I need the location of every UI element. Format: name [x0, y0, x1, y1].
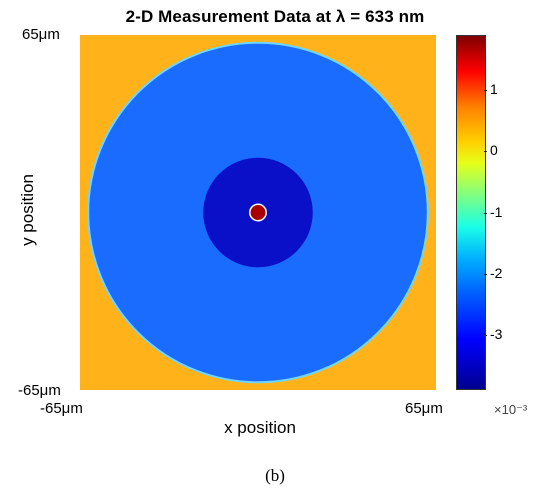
- x-tick-right: 65μm: [405, 400, 443, 417]
- x-tick-left: -65μm: [40, 400, 83, 417]
- colorbar-tick-label: -2: [490, 264, 503, 281]
- y-tick-bottom: -65μm: [18, 382, 61, 399]
- heatmap-plot: [80, 35, 436, 390]
- chart-title: 2-D Measurement Data at λ = 633 nm: [125, 7, 425, 26]
- x-axis-label: x position: [224, 418, 296, 437]
- heatmap-svg: [80, 35, 436, 390]
- figure-caption: (b): [265, 466, 285, 485]
- region-center-spot: [249, 203, 267, 222]
- colorbar-tick-label: 0: [490, 142, 498, 159]
- colorbar-exponent: ×10⁻³: [494, 402, 528, 417]
- colorbar-tick-mark: [484, 273, 487, 275]
- colorbar-tick-label: -1: [490, 203, 503, 220]
- colorbar-tick-mark: [484, 151, 487, 153]
- colorbar-tick-mark: [484, 334, 487, 336]
- y-axis-label: y position: [18, 174, 37, 246]
- y-tick-top: 65μm: [22, 26, 60, 43]
- colorbar: [456, 35, 486, 390]
- colorbar-tick-mark: [484, 90, 487, 92]
- colorbar-tick-mark: [484, 212, 487, 214]
- colorbar-tick-label: -3: [490, 325, 503, 342]
- colorbar-tick-label: 1: [490, 81, 498, 98]
